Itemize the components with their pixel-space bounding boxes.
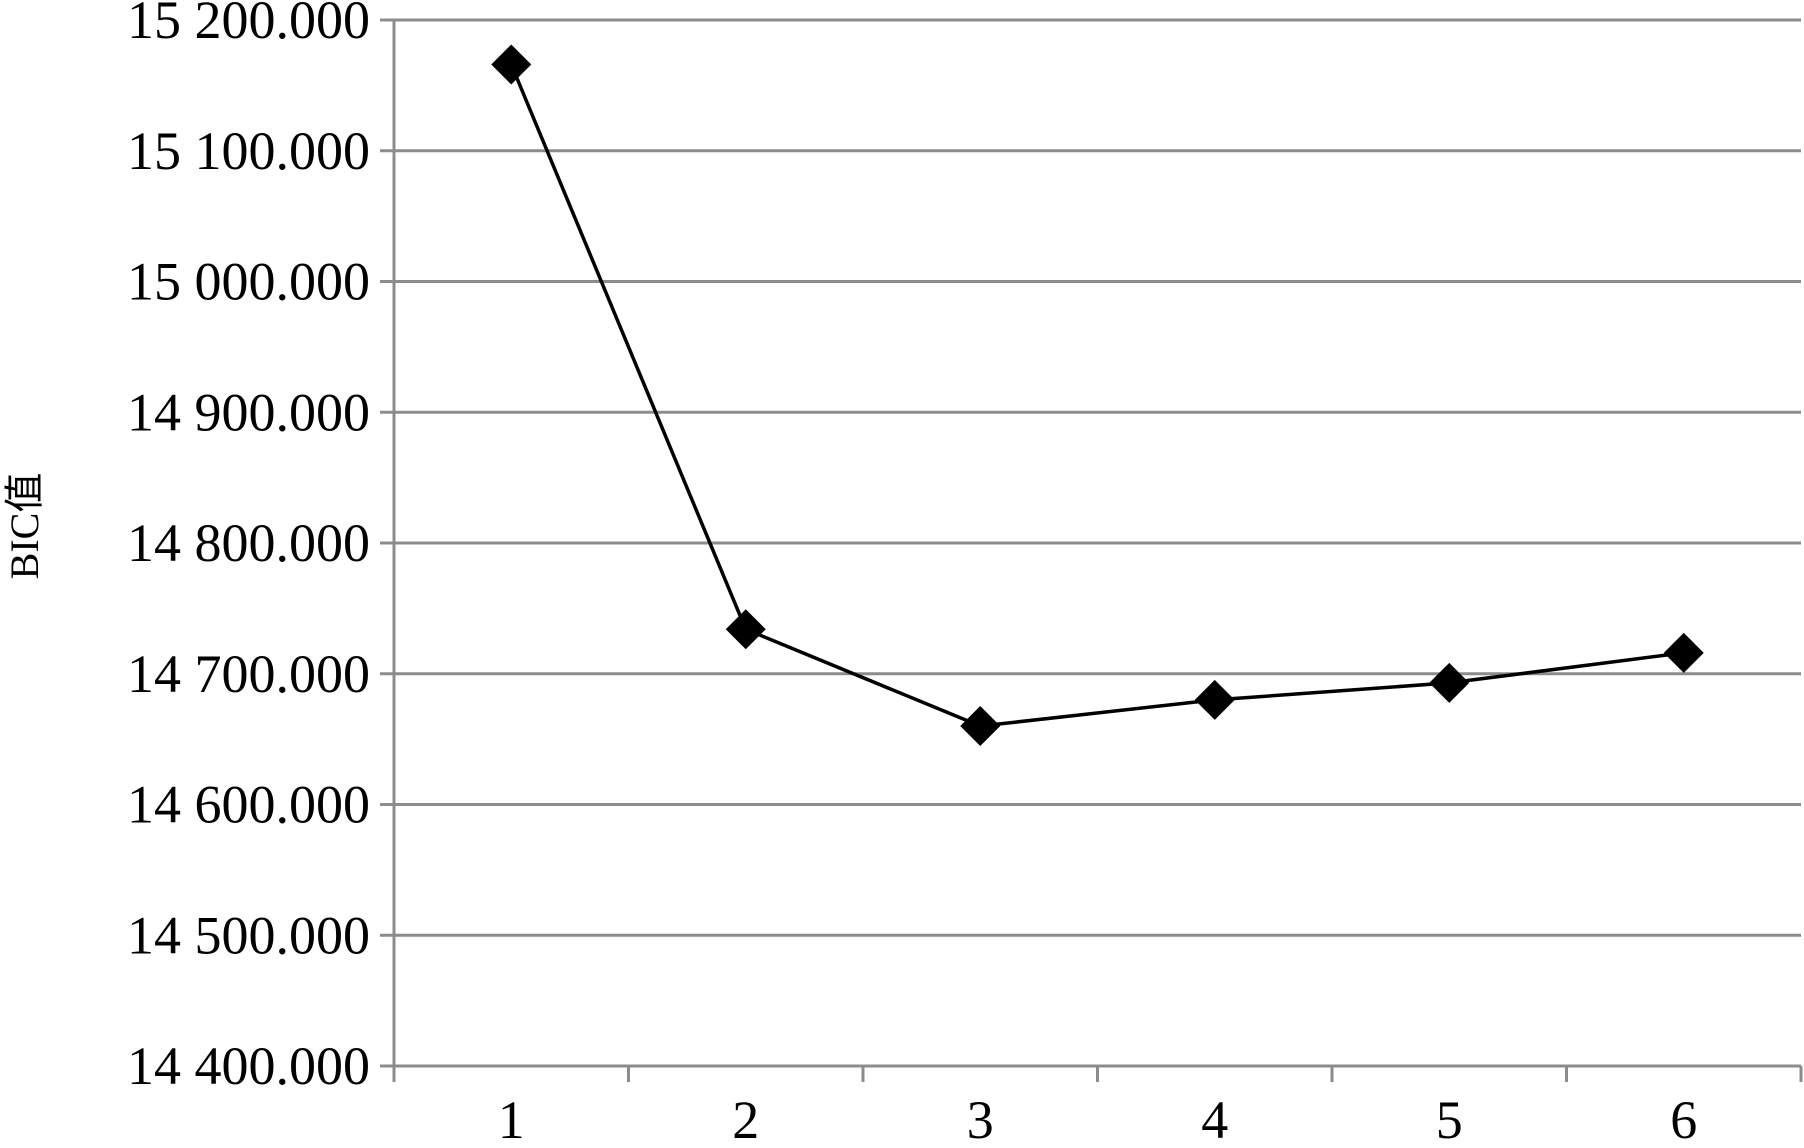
data-point-1 <box>491 44 532 85</box>
x-tick-label-2: 2 <box>732 1090 759 1148</box>
y-tick-label-15200: 15 200.000 <box>127 0 370 50</box>
x-tick-label-5: 5 <box>1436 1090 1463 1148</box>
x-tick-labels: 1 2 3 4 5 6 <box>498 1090 1698 1148</box>
series-line-0 <box>509 63 1684 728</box>
data-point-2 <box>725 609 766 650</box>
y-tick-label-15100: 15 100.000 <box>127 121 370 181</box>
y-tick-label-14700: 14 700.000 <box>127 644 370 704</box>
data-point-4 <box>1194 679 1235 720</box>
y-tick-label-14400: 14 400.000 <box>127 1036 370 1096</box>
gridlines <box>394 18 1801 937</box>
y-tick-label-14600: 14 600.000 <box>127 775 370 835</box>
y-tick-labels: 14 400.000 14 500.000 14 600.000 14 700.000… <box>127 0 370 1096</box>
y-tick-label-14900: 14 900.000 <box>127 382 370 442</box>
axes <box>380 18 1803 1082</box>
series-group <box>491 44 1704 747</box>
x-tick-label-6: 6 <box>1670 1090 1697 1148</box>
y-tick-label-14800: 14 800.000 <box>127 513 370 573</box>
data-point-3 <box>960 706 1001 747</box>
x-tick-label-3: 3 <box>967 1090 994 1148</box>
x-tick-label-4: 4 <box>1201 1090 1228 1148</box>
y-axis-title: BIC值 <box>2 473 47 580</box>
data-point-5 <box>1429 662 1470 703</box>
x-tick-label-1: 1 <box>498 1090 525 1148</box>
y-tick-label-14500: 14 500.000 <box>127 905 370 965</box>
y-tick-label-15000: 15 000.000 <box>127 252 370 312</box>
data-point-6 <box>1663 632 1704 673</box>
